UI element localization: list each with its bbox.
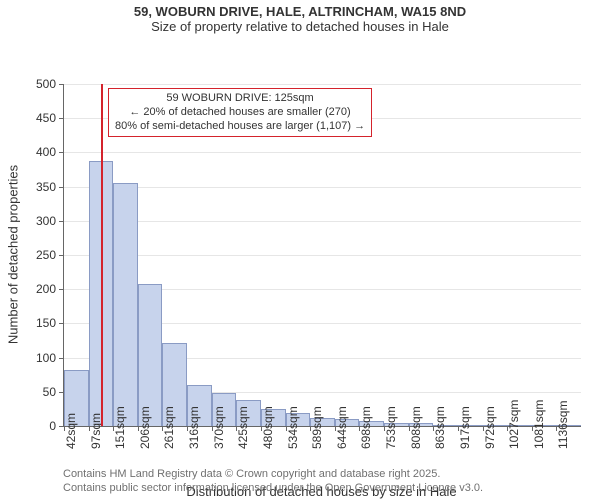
footnote-line2: Contains public sector information licen… [63,482,483,494]
x-tick [212,426,213,431]
x-tick-label: 863sqm [433,439,447,449]
y-tick-label: 50 [24,385,56,399]
x-tick [458,426,459,431]
annotation-box: 59 WOBURN DRIVE: 125sqm← 20% of detached… [108,88,372,137]
y-tick-label: 0 [24,419,56,433]
x-tick-label: 698sqm [359,439,373,449]
gridline [64,255,581,256]
x-tick [286,426,287,431]
y-tick [59,118,64,119]
x-tick [236,426,237,431]
y-tick-label: 500 [24,77,56,91]
x-tick-label: 151sqm [113,439,127,449]
x-tick [433,426,434,431]
x-tick [359,426,360,431]
gridline [64,221,581,222]
annotation-line: ← 20% of detached houses are smaller (27… [115,106,365,120]
y-tick [59,255,64,256]
histogram-bar [113,183,138,426]
y-tick [59,187,64,188]
x-tick-label: 425sqm [236,439,250,449]
x-tick [187,426,188,431]
gridline [64,84,581,85]
y-tick-label: 400 [24,145,56,159]
x-tick-label: 534sqm [286,439,300,449]
y-tick-label: 350 [24,180,56,194]
x-tick-label: 753sqm [384,439,398,449]
x-tick [556,426,557,431]
gridline [64,152,581,153]
x-tick-label: 316sqm [187,439,201,449]
plot-area: 05010015020025030035040045050042sqm97sqm… [63,84,581,427]
title-block: 59, WOBURN DRIVE, HALE, ALTRINCHAM, WA15… [0,4,600,34]
x-tick [310,426,311,431]
x-tick-label: 42sqm [64,439,78,449]
y-tick-label: 150 [24,316,56,330]
y-tick-label: 100 [24,351,56,365]
x-tick [89,426,90,431]
title-line1: 59, WOBURN DRIVE, HALE, ALTRINCHAM, WA15… [0,4,600,19]
x-tick [138,426,139,431]
y-tick-label: 200 [24,282,56,296]
x-tick-label: 972sqm [483,439,497,449]
x-tick [384,426,385,431]
x-tick-label: 1081sqm [532,439,546,449]
x-tick-label: 644sqm [335,439,349,449]
x-tick-label: 808sqm [409,439,423,449]
x-tick-label: 261sqm [162,439,176,449]
gridline [64,187,581,188]
y-tick [59,221,64,222]
x-tick-label: 480sqm [261,439,275,449]
y-tick [59,152,64,153]
x-tick [335,426,336,431]
x-tick-label: 97sqm [89,439,103,449]
y-tick [59,84,64,85]
x-tick [64,426,65,431]
x-tick-label: 1027sqm [507,439,521,449]
x-tick-label: 589sqm [310,439,324,449]
x-tick-label: 370sqm [212,439,226,449]
y-tick-label: 300 [24,214,56,228]
x-tick [532,426,533,431]
y-tick [59,358,64,359]
histogram-bar [138,284,163,426]
y-tick-label: 250 [24,248,56,262]
x-tick [507,426,508,431]
x-tick [483,426,484,431]
annotation-line: 59 WOBURN DRIVE: 125sqm [115,92,365,106]
y-tick-label: 450 [24,111,56,125]
x-tick-label: 206sqm [138,439,152,449]
y-tick [59,323,64,324]
y-axis-label: Number of detached properties [6,155,21,355]
x-tick [409,426,410,431]
x-tick-label: 1136sqm [556,439,570,449]
y-tick [59,289,64,290]
property-marker-line [101,84,103,426]
x-tick [162,426,163,431]
x-tick [261,426,262,431]
x-tick-label: 917sqm [458,439,472,449]
annotation-line: 80% of semi-detached houses are larger (… [115,120,365,134]
title-line2: Size of property relative to detached ho… [0,19,600,34]
x-tick [113,426,114,431]
footnote-line1: Contains HM Land Registry data © Crown c… [63,468,440,480]
